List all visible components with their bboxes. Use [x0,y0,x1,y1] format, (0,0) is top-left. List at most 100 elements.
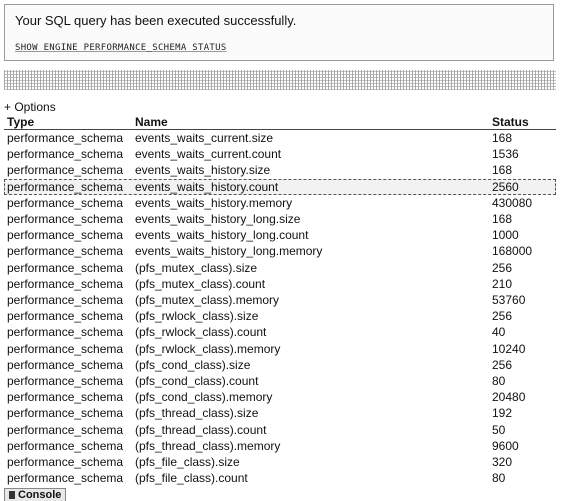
cell-name: (pfs_thread_class).memory [135,438,281,453]
cell-name: (pfs_rwlock_class).size [135,309,259,324]
cell-name: (pfs_file_class).count [135,471,248,486]
table-row[interactable]: performance_schema (pfs_thread_class).mem… [4,438,556,454]
cell-name: (pfs_cond_class).memory [135,390,273,405]
cell-status: 430080 [492,195,533,210]
table-row[interactable]: performance_schema (pfs_rwlock_class).mem… [4,341,556,357]
cell-status: 210 [492,276,513,291]
console-tab-label: Console [18,489,62,501]
results-table-body: performance_schema events_waits_current.s… [4,130,556,487]
cell-name: (pfs_rwlock_class).memory [135,341,281,356]
cell-status: 168 [492,163,513,178]
table-row[interactable]: performance_schema (pfs_thread_class).cou… [4,422,556,438]
cell-name: (pfs_mutex_class).count [135,276,266,291]
table-row[interactable]: performance_schema (pfs_mutex_class).coun… [4,276,556,292]
cell-type: performance_schema [7,471,124,486]
table-row[interactable]: performance_schema (pfs_mutex_class).memo… [4,292,556,308]
cell-name: (pfs_cond_class).count [135,374,259,389]
cell-type: performance_schema [7,276,124,291]
cell-status: 320 [492,455,513,470]
cell-type: performance_schema [7,357,124,372]
table-row[interactable]: performance_schema events_waits_current.s… [4,130,556,147]
cell-status: 40 [492,325,506,340]
cell-type: performance_schema [7,195,124,210]
table-row[interactable]: performance_schema events_waits_history_l… [4,227,556,243]
cell-name: events_waits_history_long.size [135,212,301,227]
cell-type: performance_schema [7,163,124,178]
cell-status: 9600 [492,438,519,453]
cell-name: events_waits_history.size [135,163,271,178]
cell-name: (pfs_mutex_class).size [135,260,258,275]
cell-name: (pfs_mutex_class).memory [135,293,280,308]
cell-status: 256 [492,260,513,275]
table-row[interactable]: performance_schema (pfs_file_class).count… [4,470,556,486]
cell-type: performance_schema [7,228,124,243]
options-label: + Options [4,100,56,114]
cell-status: 80 [492,471,506,486]
table-row[interactable]: performance_schema (pfs_cond_class).memor… [4,389,556,405]
cell-status: 80 [492,374,506,389]
cell-type: performance_schema [7,293,124,308]
cell-status: 256 [492,357,513,372]
console-icon [9,491,15,500]
cell-type: performance_schema [7,438,124,453]
cell-status: 168 [492,212,513,227]
cell-type: performance_schema [7,455,124,470]
cell-name: events_waits_history_long.count [135,228,309,243]
cell-name: (pfs_cond_class).size [135,357,251,372]
table-row[interactable]: performance_schema events_waits_history.m… [4,195,556,211]
cell-type: performance_schema [7,212,124,227]
cell-status: 1536 [492,147,519,162]
console-tab[interactable]: Console [4,488,67,501]
column-header-status[interactable]: Status [489,115,556,130]
cell-status: 168 [492,131,513,145]
cell-type: performance_schema [7,244,124,259]
table-row[interactable]: performance_schema events_waits_history_l… [4,211,556,227]
cell-type: performance_schema [7,260,124,275]
cell-name: (pfs_rwlock_class).count [135,325,267,340]
success-message-box: Your SQL query has been executed success… [4,4,554,61]
table-row[interactable]: performance_schema (pfs_cond_class).count… [4,373,556,389]
cell-type: performance_schema [4,178,132,195]
cell-status: 53760 [492,293,526,308]
table-row[interactable]: performance_schema events_waits_history.s… [4,162,556,178]
column-header-name[interactable]: Name [132,115,489,130]
cell-type: performance_schema [7,341,124,356]
column-header-type[interactable]: Type [4,115,132,130]
cell-name: events_waits_history_long.memory [135,244,323,259]
cell-type: performance_schema [7,131,124,145]
cell-status: 2560 [489,178,556,195]
cell-type: performance_schema [7,309,124,324]
table-row[interactable]: performance_schema (pfs_file_class).size 3… [4,454,556,470]
executed-sql-query[interactable]: SHOW ENGINE PERFORMANCE_SCHEMA STATUS [15,43,227,53]
results-toolbar-placeholder [4,70,556,90]
cell-name: events_waits_history.count [132,178,489,195]
results-table: Type Name Status performance_schema event… [4,115,556,486]
table-row[interactable]: performance_schema (pfs_rwlock_class).siz… [4,308,556,324]
table-row[interactable]: performance_schema events_waits_current.c… [4,146,556,162]
table-row[interactable]: performance_schema (pfs_rwlock_class).cou… [4,324,556,340]
table-row[interactable]: performance_schema events_waits_history.c… [4,178,556,195]
cell-name: events_waits_history.memory [135,195,293,210]
cell-status: 50 [492,422,506,437]
table-header-row: Type Name Status [4,115,556,130]
cell-status: 168000 [492,244,533,259]
cell-name: (pfs_thread_class).count [135,422,267,437]
cell-type: performance_schema [7,422,124,437]
cell-type: performance_schema [7,406,124,421]
cell-name: (pfs_thread_class).size [135,406,259,421]
options-toggle[interactable]: + Options [4,100,56,114]
cell-type: performance_schema [7,147,124,162]
table-row[interactable]: performance_schema (pfs_cond_class).size 2… [4,357,556,373]
cell-type: performance_schema [7,325,124,340]
cell-status: 1000 [492,228,519,243]
cell-name: events_waits_current.size [135,131,274,145]
table-row[interactable]: performance_schema (pfs_mutex_class).size… [4,260,556,276]
table-row[interactable]: performance_schema (pfs_thread_class).siz… [4,405,556,421]
cell-status: 256 [492,309,513,324]
table-row[interactable]: performance_schema events_waits_history_l… [4,243,556,259]
cell-status: 10240 [492,341,526,356]
cell-name: (pfs_file_class).size [135,455,240,470]
cell-status: 20480 [492,390,526,405]
cell-type: performance_schema [7,374,124,389]
cell-type: performance_schema [7,390,124,405]
